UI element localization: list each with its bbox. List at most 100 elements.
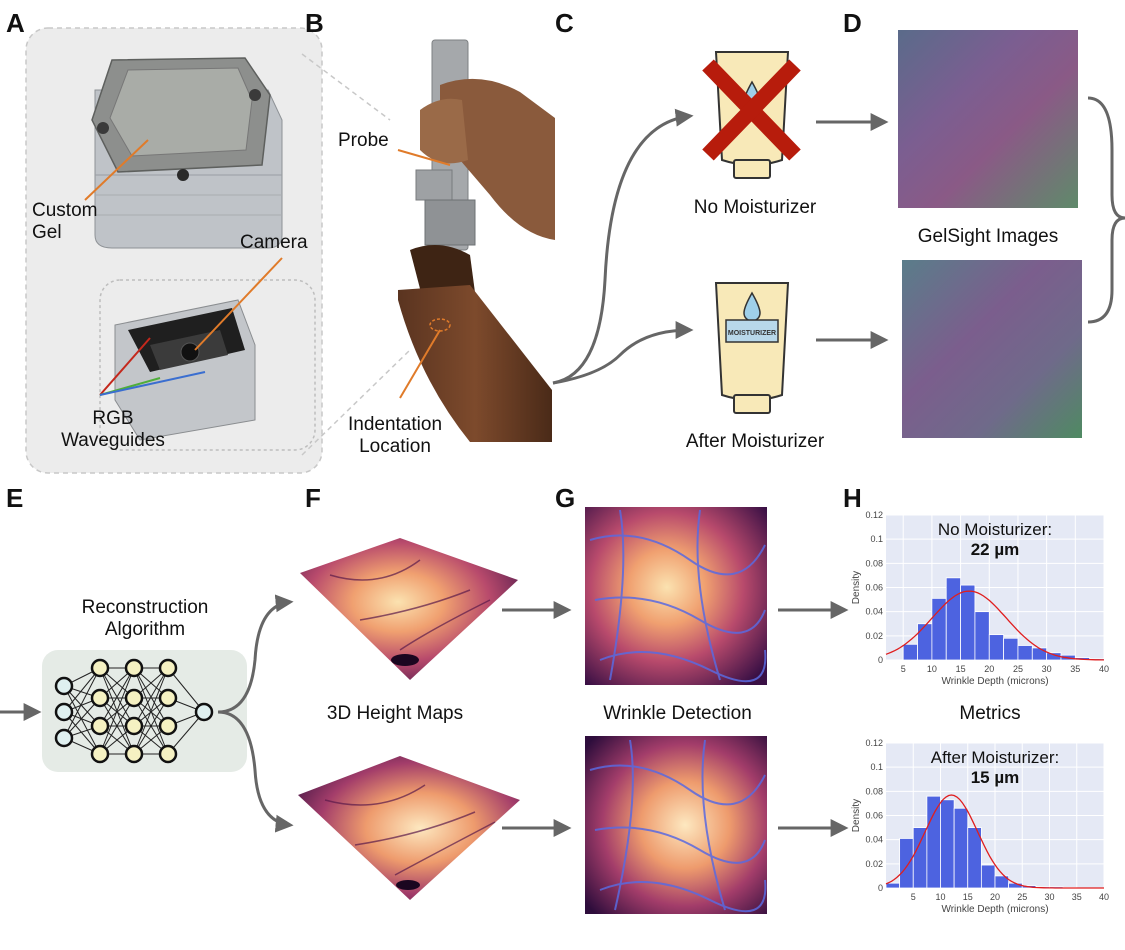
x-tick-label: 35 xyxy=(1070,664,1080,674)
x-tick-label: 15 xyxy=(963,892,973,902)
y-axis-label: Density xyxy=(851,799,862,832)
custom-gel-label: Custom Gel xyxy=(32,200,98,243)
cross-stroke-2 xyxy=(702,59,801,161)
x-tick-label: 25 xyxy=(1013,664,1023,674)
y-tick-label: 0.08 xyxy=(865,786,883,796)
nn-node xyxy=(158,716,178,736)
gelsight-images-label: GelSight Images xyxy=(917,226,1059,247)
y-tick-label: 0.1 xyxy=(870,534,883,544)
panel-letter-d: D xyxy=(843,8,862,38)
nn-node xyxy=(54,676,74,696)
tube-no-moisturizer xyxy=(702,51,801,179)
camera-pointer-line xyxy=(194,257,283,351)
panel-letter-e: E xyxy=(6,483,24,513)
arrow-to-heightmap-2 xyxy=(217,710,294,833)
leader-line-bottom xyxy=(301,349,411,456)
gelsight-image-after-moisturizer xyxy=(902,260,1082,438)
sensor-bottom-image xyxy=(99,279,316,451)
panel-letter-a: A xyxy=(6,8,25,38)
sensor-top-image xyxy=(91,57,283,249)
indentation-location-label: Indentation Location xyxy=(347,414,443,457)
nn-node xyxy=(124,658,144,678)
indentation-pointer-line xyxy=(399,329,441,399)
nn-node xyxy=(54,728,74,748)
fit-curve xyxy=(885,794,1104,889)
curly-brace xyxy=(1087,96,1125,324)
histogram-value: 22 µm xyxy=(971,540,1020,559)
histogram-bar xyxy=(902,643,918,661)
nn-node xyxy=(90,688,110,708)
height-map-no-moisturizer xyxy=(300,538,518,680)
y-tick-label: 0.12 xyxy=(865,738,883,748)
blue-waveguide-line xyxy=(99,371,206,396)
tube-after-moisturizer xyxy=(714,282,790,414)
height-maps-label: 3D Height Maps xyxy=(326,703,464,724)
y-axis-label: Density xyxy=(851,571,862,604)
histogram-bar xyxy=(980,864,996,889)
neural-network-diagram xyxy=(54,658,214,764)
probe-label: Probe xyxy=(338,130,389,151)
camera-label: Camera xyxy=(240,232,308,253)
histogram-bar xyxy=(1003,637,1019,661)
histogram-bar xyxy=(953,807,969,889)
leader-line-top xyxy=(301,53,391,121)
fit-curve xyxy=(885,590,1104,661)
wrinkle-map-after-moisturizer xyxy=(585,736,767,914)
histogram-bar xyxy=(912,827,928,889)
y-tick-label: 0 xyxy=(878,655,883,665)
histogram-bar xyxy=(974,611,990,661)
nn-node xyxy=(124,744,144,764)
rgb-waveguides-label: RGB Waveguides xyxy=(61,408,165,451)
x-tick-label: 15 xyxy=(956,664,966,674)
x-tick-label: 30 xyxy=(1044,892,1054,902)
x-axis-label: Wrinkle Depth (microns) xyxy=(941,676,1048,687)
arrow-to-after-moisturizer xyxy=(552,321,694,385)
y-tick-label: 0.02 xyxy=(865,631,883,641)
histogram-bar xyxy=(988,634,1005,661)
y-tick-label: 0.08 xyxy=(865,558,883,568)
reconstruction-algorithm-label: Reconstruction Algorithm xyxy=(81,597,209,640)
metrics-label: Metrics xyxy=(959,703,1021,724)
y-tick-label: 0.1 xyxy=(870,762,883,772)
histogram-bar xyxy=(945,577,961,661)
panel-letter-h: H xyxy=(843,483,862,513)
x-tick-label: 35 xyxy=(1072,892,1082,902)
x-tick-label: 5 xyxy=(911,892,916,902)
histogram-after-moisturizer: 0 0.02 0.04 0.06 0.08 0.1 0.12 5 10 15 20 25 30 35 40 A… xyxy=(851,738,1109,915)
nn-node xyxy=(90,744,110,764)
nn-node xyxy=(158,744,178,764)
y-tick-label: 0.06 xyxy=(865,811,883,821)
tube-label-text: MOISTURIZER xyxy=(728,330,776,337)
x-tick-label: 5 xyxy=(901,664,906,674)
histogram-bar xyxy=(960,584,976,661)
x-axis-label: Wrinkle Depth (microns) xyxy=(941,904,1048,915)
histogram-bar xyxy=(1031,647,1048,661)
red-waveguide-line xyxy=(99,337,151,396)
probe-pointer-line xyxy=(397,149,451,166)
nn-node xyxy=(124,716,144,736)
histogram-bar xyxy=(967,827,982,889)
histogram-bar xyxy=(994,875,1010,889)
x-tick-label: 40 xyxy=(1099,892,1109,902)
gel-pointer-line xyxy=(84,139,149,201)
nn-node xyxy=(158,688,178,708)
x-tick-label: 10 xyxy=(927,664,937,674)
y-tick-label: 0.12 xyxy=(865,510,883,520)
x-tick-label: 10 xyxy=(935,892,945,902)
nn-node xyxy=(90,658,110,678)
panel-letter-g: G xyxy=(555,483,576,513)
nn-node xyxy=(124,688,144,708)
y-tick-label: 0.04 xyxy=(865,835,883,845)
histogram-bar xyxy=(926,795,941,889)
histogram-bar xyxy=(940,799,955,889)
y-tick-label: 0.04 xyxy=(865,607,883,617)
histogram-bar xyxy=(1017,645,1033,661)
histogram-title: No Moisturizer: xyxy=(938,520,1052,539)
histogram-title: After Moisturizer: xyxy=(931,748,1059,767)
probe-photo xyxy=(398,39,555,442)
height-map-after-moisturizer xyxy=(298,756,520,900)
x-tick-label: 20 xyxy=(984,664,994,674)
panel-letter-b: B xyxy=(305,8,324,38)
x-tick-label: 30 xyxy=(1042,664,1052,674)
arrow-to-no-moisturizer xyxy=(552,108,694,385)
